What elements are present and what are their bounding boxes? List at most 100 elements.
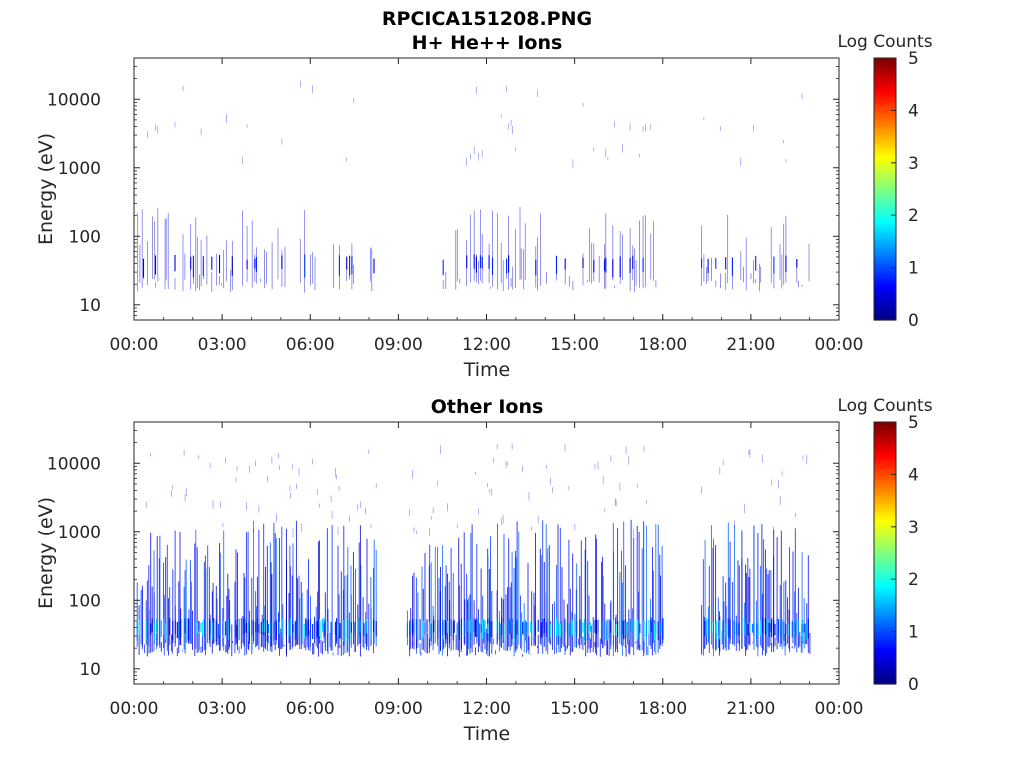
y-tick-label: 10000 — [47, 90, 101, 110]
colorbar-swatch — [874, 458, 896, 462]
colorbar-swatch — [874, 427, 896, 431]
colorbar-swatch — [874, 566, 896, 570]
colorbar-swatch — [874, 120, 896, 125]
panel1-title: H+ He++ Ions — [412, 32, 563, 54]
colorbar-swatch — [874, 647, 896, 651]
colorbar-swatch — [874, 453, 896, 457]
colorbar-swatch — [874, 220, 896, 224]
colorbar-swatch — [874, 76, 896, 80]
colorbar-swatch — [874, 589, 896, 593]
colorbar-swatch — [874, 432, 896, 436]
colorbar-swatch — [874, 238, 896, 242]
colorbar-swatch — [874, 497, 896, 502]
colorbar-swatch — [874, 429, 896, 434]
x-tick-label: 03:00 — [198, 335, 247, 355]
colorbar-swatch — [874, 301, 896, 305]
colorbar-swatch — [874, 592, 896, 596]
colorbar-swatch — [874, 657, 896, 662]
colorbar-swatch — [874, 139, 896, 143]
colorbar-swatch — [874, 215, 896, 219]
colorbar-swatch — [874, 547, 896, 551]
colorbar-swatch — [874, 437, 896, 441]
colorbar-swatch — [874, 518, 896, 523]
colorbar-tick-label: 2 — [908, 206, 919, 226]
colorbar-swatch — [874, 73, 896, 77]
colorbar-tick-label: 0 — [908, 311, 919, 331]
colorbar-swatch — [874, 157, 896, 161]
colorbar-swatch — [874, 270, 896, 274]
colorbar-tick-label: 4 — [908, 101, 919, 121]
colorbar-swatch — [874, 422, 896, 426]
colorbar-swatch — [874, 670, 896, 675]
x-tick-label: 12:00 — [462, 335, 511, 355]
colorbar-swatch — [874, 505, 896, 510]
panel1-xlabel: Time — [463, 359, 511, 381]
y-tick-label: 100 — [69, 591, 101, 611]
colorbar-swatch — [874, 168, 896, 172]
colorbar-swatch — [874, 249, 896, 253]
colorbar-swatch — [874, 461, 896, 465]
colorbar-swatch — [874, 81, 896, 85]
colorbar-swatch — [874, 99, 896, 104]
colorbar-tick-label: 4 — [908, 465, 919, 485]
colorbar-swatch — [874, 665, 896, 669]
colorbar-swatch — [874, 144, 896, 148]
colorbar-swatch — [874, 553, 896, 557]
colorbar-frame — [873, 421, 897, 685]
colorbar-swatch — [874, 173, 896, 177]
panel1-ylabel: Energy (eV) — [35, 133, 57, 245]
panel1-axes: 00:00 03:00 06:00 09:00 12:00 15:00 18:00 21:00… — [47, 57, 864, 355]
colorbar-swatch — [874, 123, 896, 127]
y-tick-label: 10 — [79, 296, 101, 316]
colorbar-swatch — [874, 584, 896, 588]
colorbar-swatch — [874, 115, 896, 119]
colorbar-swatch — [874, 503, 896, 507]
colorbar-swatch — [874, 291, 896, 295]
colorbar-swatch — [874, 71, 896, 75]
colorbar-swatch — [874, 293, 896, 298]
colorbar-swatch — [874, 608, 896, 612]
colorbar-swatch — [874, 450, 896, 455]
colorbar-swatch — [874, 152, 896, 156]
colorbar-swatch — [874, 529, 896, 533]
colorbar-swatch — [874, 631, 896, 635]
colorbar-swatch — [874, 223, 896, 227]
colorbar-swatch — [874, 560, 896, 565]
colorbar-tick-label: 3 — [908, 518, 919, 538]
colorbar-swatch — [874, 118, 896, 122]
colorbar-swatch — [874, 304, 896, 308]
y-tick-label: 10000 — [47, 454, 101, 474]
colorbar-swatch — [874, 264, 896, 269]
colorbar-swatch — [874, 278, 896, 282]
x-tick-label: 00:00 — [110, 699, 159, 719]
colorbar-swatch — [874, 236, 896, 240]
x-tick-label: 21:00 — [726, 335, 775, 355]
colorbar-label: Log Counts — [837, 396, 932, 416]
colorbar-swatch — [874, 579, 896, 583]
colorbar-swatch — [874, 186, 896, 190]
colorbar-tick-label: 1 — [908, 259, 919, 279]
x-tick-label: 15:00 — [550, 699, 599, 719]
panel2-axes: 00:00 03:00 06:00 09:00 12:00 15:00 18:00 21:00… — [47, 421, 864, 719]
y-tick-label: 1000 — [58, 159, 101, 179]
colorbar-swatch — [874, 246, 896, 250]
colorbar-swatch — [874, 655, 896, 659]
x-tick-label: 18:00 — [638, 699, 687, 719]
colorbar-swatch — [874, 110, 896, 114]
panel1-spectrogram-data — [137, 80, 810, 293]
colorbar-swatch — [874, 534, 896, 538]
colorbar-swatch — [874, 288, 896, 292]
colorbar-swatch — [874, 162, 896, 167]
colorbar-swatch — [874, 490, 896, 494]
colorbar-swatch — [874, 492, 896, 496]
colorbar-swatch — [874, 272, 896, 277]
colorbar-swatch — [874, 131, 896, 135]
colorbar-swatch — [874, 251, 896, 256]
colorbar-swatch — [874, 113, 896, 117]
y-tick-label: 1000 — [58, 523, 101, 543]
colorbar-swatch — [874, 309, 896, 313]
colorbar-swatch — [874, 626, 896, 630]
colorbar-swatch — [874, 539, 896, 544]
colorbar-swatch — [874, 600, 896, 604]
colorbar-swatch — [874, 212, 896, 216]
